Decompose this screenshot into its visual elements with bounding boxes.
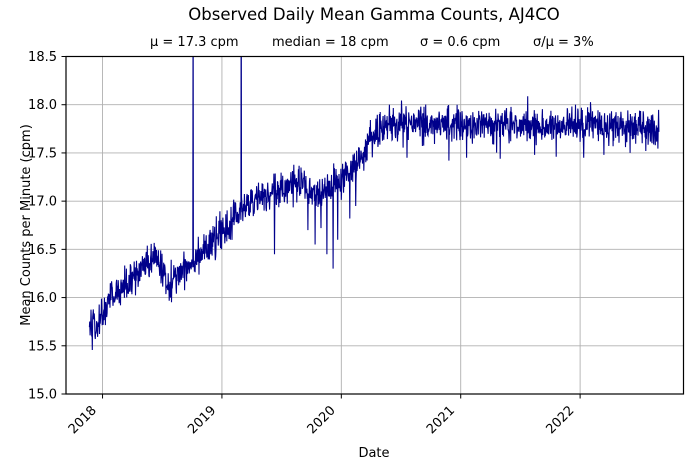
chart-subtitle: μ = 17.3 cpm median = 18 cpm σ = 0.6 cpm… <box>150 35 594 50</box>
tick-marks <box>61 56 581 399</box>
data-series-line <box>88 56 660 351</box>
y-tick-label: 17.0 <box>28 195 57 210</box>
y-tick-label: 16.0 <box>28 291 57 306</box>
x-tick-label: 2020 <box>305 403 339 437</box>
y-tick-label: 16.5 <box>28 243 57 258</box>
y-axis-label: Mean Counts per Minute (cpm) <box>19 124 34 326</box>
tick-labels: 2018 2019 2020 2021 2022 15.0 15.5 16.0 16.5 17.0… <box>28 50 577 437</box>
stat-mu: μ = 17.3 cpm <box>150 35 239 50</box>
data-series <box>88 56 660 351</box>
chart-title: Observed Daily Mean Gamma Counts, AJ4CO <box>188 5 559 24</box>
y-tick-label: 15.5 <box>28 339 57 354</box>
x-tick-label: 2019 <box>185 403 219 437</box>
y-tick-label: 15.0 <box>28 388 57 403</box>
y-tick-label: 17.5 <box>28 146 57 161</box>
x-tick-label: 2018 <box>66 403 100 437</box>
x-axis-label: Date <box>358 446 389 461</box>
stat-sigma-over-mu: σ/μ = 3% <box>533 35 594 50</box>
y-tick-label: 18.5 <box>28 50 57 65</box>
stat-median: median = 18 cpm <box>272 35 389 50</box>
x-tick-label: 2021 <box>424 403 458 437</box>
plot-area: 2018 2019 2020 2021 2022 15.0 15.5 16.0 16.5 17.0… <box>28 50 685 437</box>
stat-sigma: σ = 0.6 cpm <box>420 35 500 50</box>
x-tick-label: 2022 <box>543 403 577 437</box>
y-tick-label: 18.0 <box>28 98 57 113</box>
plot-border <box>65 55 685 395</box>
